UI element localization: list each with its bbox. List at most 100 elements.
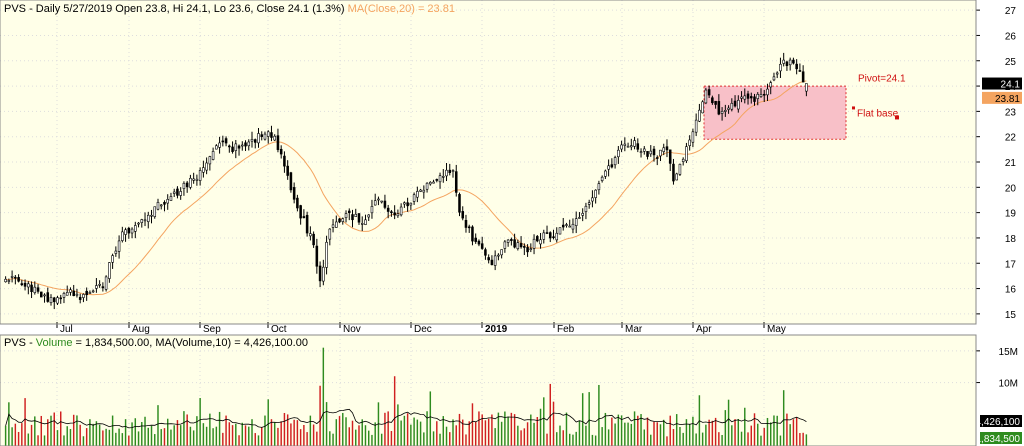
candle-body (69, 289, 72, 293)
candle-body (506, 239, 510, 243)
annotation-marker (852, 106, 855, 110)
candle-body (354, 213, 358, 217)
candle-body (610, 164, 614, 168)
candle-body (176, 188, 179, 196)
candle-body (380, 200, 383, 203)
candle-body (584, 205, 588, 212)
candle-body (10, 276, 14, 278)
candle-body (62, 292, 66, 298)
candle-body (205, 162, 208, 171)
volume-ma-tag: 4,426,100 (976, 417, 1021, 428)
month-label: Sep (203, 324, 221, 335)
last-close-tag: 24.1 (1001, 80, 1021, 91)
flat-base-annotation: Flat base (857, 108, 899, 119)
candle-body (7, 280, 11, 282)
candle-body (652, 148, 656, 156)
candle-body (344, 213, 348, 218)
candle-body (698, 109, 701, 122)
pivot-annotation: Pivot=24.1 (858, 74, 906, 85)
candle-body (753, 96, 756, 102)
flat-base-zone (703, 85, 847, 140)
candle-body (82, 294, 85, 298)
candle-body (386, 207, 390, 212)
candle-body (801, 71, 805, 83)
candle-body (296, 197, 299, 209)
candle-body (467, 226, 471, 229)
candle-body (108, 262, 111, 279)
month-label: Nov (343, 324, 361, 335)
candle-body (526, 247, 529, 253)
candle-body (772, 76, 776, 81)
candle-body (52, 297, 56, 303)
candle-body (500, 249, 503, 256)
candle-body (480, 243, 484, 249)
candle-body (49, 297, 53, 303)
price-tick-label: 20 (1005, 183, 1017, 194)
candle-body (367, 214, 370, 218)
candle-body (597, 183, 601, 191)
last-close-tag-bg (982, 77, 1022, 90)
candle-body (373, 200, 377, 206)
candle-body (536, 236, 539, 242)
candle-body (675, 173, 678, 181)
candle-body (172, 191, 176, 194)
month-label: Oct (271, 324, 287, 335)
candle-body (286, 165, 289, 176)
candle-body (351, 214, 354, 221)
candle-body (600, 176, 604, 181)
candle-body (17, 277, 20, 282)
candle-body (412, 194, 416, 202)
month-label: May (767, 324, 786, 335)
candle-body (759, 94, 763, 97)
candle-body (785, 61, 789, 66)
candle-body (662, 147, 666, 152)
flat-base-rectangle (703, 85, 847, 140)
candle-body (65, 292, 69, 296)
candle-body (338, 218, 341, 223)
candle-body (260, 134, 264, 137)
x-axis-months: Jul Aug Sep Oct Nov Dec 2019 Feb Mar Apr May (56, 322, 786, 335)
candle-body (685, 146, 688, 162)
candle-body (237, 145, 241, 149)
candle-body (406, 202, 409, 207)
candle-body (756, 94, 760, 99)
candle-body (85, 290, 88, 296)
candle-body (587, 202, 591, 205)
price-tick-label: 27 (1005, 6, 1017, 17)
annotation-marker (895, 115, 899, 120)
volume-header-values: = 1,834,500.00, MA(Volume,10) = 4,426,10… (72, 337, 308, 349)
candle-body (694, 119, 698, 133)
candle-body (523, 246, 526, 248)
candle-body (805, 83, 808, 92)
candle-body (253, 139, 257, 143)
candle-body (688, 139, 691, 146)
candle-body (795, 63, 798, 70)
axes: 1516171819202122232425262710M15M (976, 6, 1018, 390)
price-header-ma: MA(Close,20) = 23.81 (347, 3, 455, 15)
candle-body (571, 223, 575, 230)
candle-body (594, 189, 597, 198)
candle-body (487, 257, 490, 261)
month-label: Jul (60, 324, 73, 335)
candle-body (78, 296, 82, 300)
price-tick-label: 19 (1005, 209, 1017, 220)
candle-body (419, 189, 422, 192)
candle-body (665, 146, 669, 151)
candle-body (399, 206, 403, 216)
candle-body (435, 179, 439, 181)
candle-body (143, 219, 147, 222)
candle-body (681, 158, 685, 162)
candle-body (211, 151, 215, 160)
candle-body (711, 97, 714, 104)
candle-body (335, 221, 338, 228)
candle-body (322, 266, 325, 282)
candle-body (30, 284, 33, 293)
candle-body (257, 133, 260, 144)
candle-body (360, 223, 364, 225)
candle-body (202, 167, 205, 173)
candle-body (532, 238, 536, 249)
candle-body (510, 239, 513, 241)
candle-body (195, 178, 199, 181)
candle-body (548, 232, 552, 239)
candle-body (649, 150, 653, 155)
